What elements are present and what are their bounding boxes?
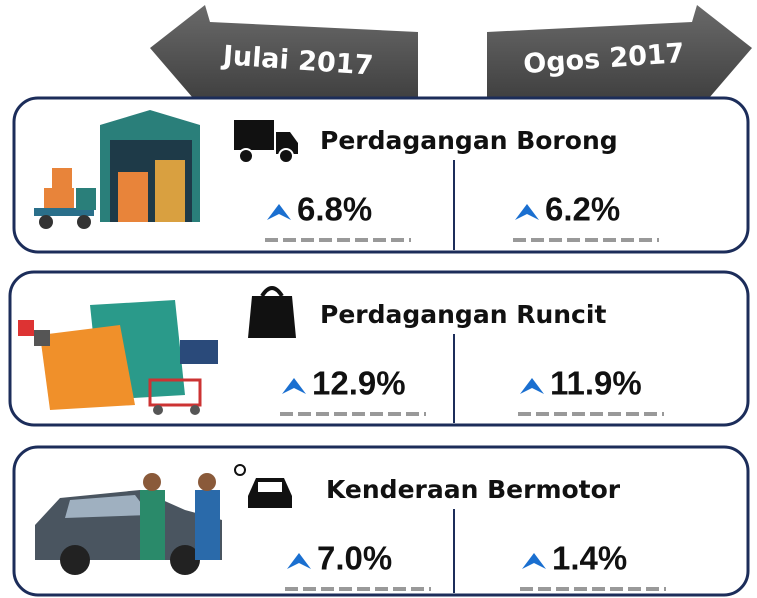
up-arrow — [282, 378, 306, 394]
up-arrow — [522, 553, 546, 569]
growth-value: 7.0% — [317, 540, 392, 577]
growth-value: 12.9% — [312, 365, 406, 402]
growth-value: 6.8% — [297, 191, 372, 228]
bag-icon — [248, 286, 296, 338]
up-arrow — [267, 204, 291, 220]
growth-value: 1.4% — [552, 540, 627, 577]
section-title: Perdagangan Runcit — [320, 300, 606, 329]
section-box — [8, 270, 750, 427]
shopping-illustration — [18, 300, 218, 415]
up-arrow — [287, 553, 311, 569]
warehouse-illustration — [34, 110, 200, 229]
growth-value: 11.9% — [550, 365, 642, 402]
truck-icon — [234, 120, 298, 164]
left-banner — [150, 5, 418, 112]
up-arrow — [520, 378, 544, 394]
car-icon — [234, 464, 292, 508]
section-title: Perdagangan Borong — [320, 126, 618, 155]
right-banner — [487, 5, 752, 112]
section-title: Kenderaan Bermotor — [326, 475, 621, 504]
up-arrow — [515, 204, 539, 220]
car-illustration — [35, 473, 222, 575]
growth-value: 6.2% — [545, 191, 620, 228]
